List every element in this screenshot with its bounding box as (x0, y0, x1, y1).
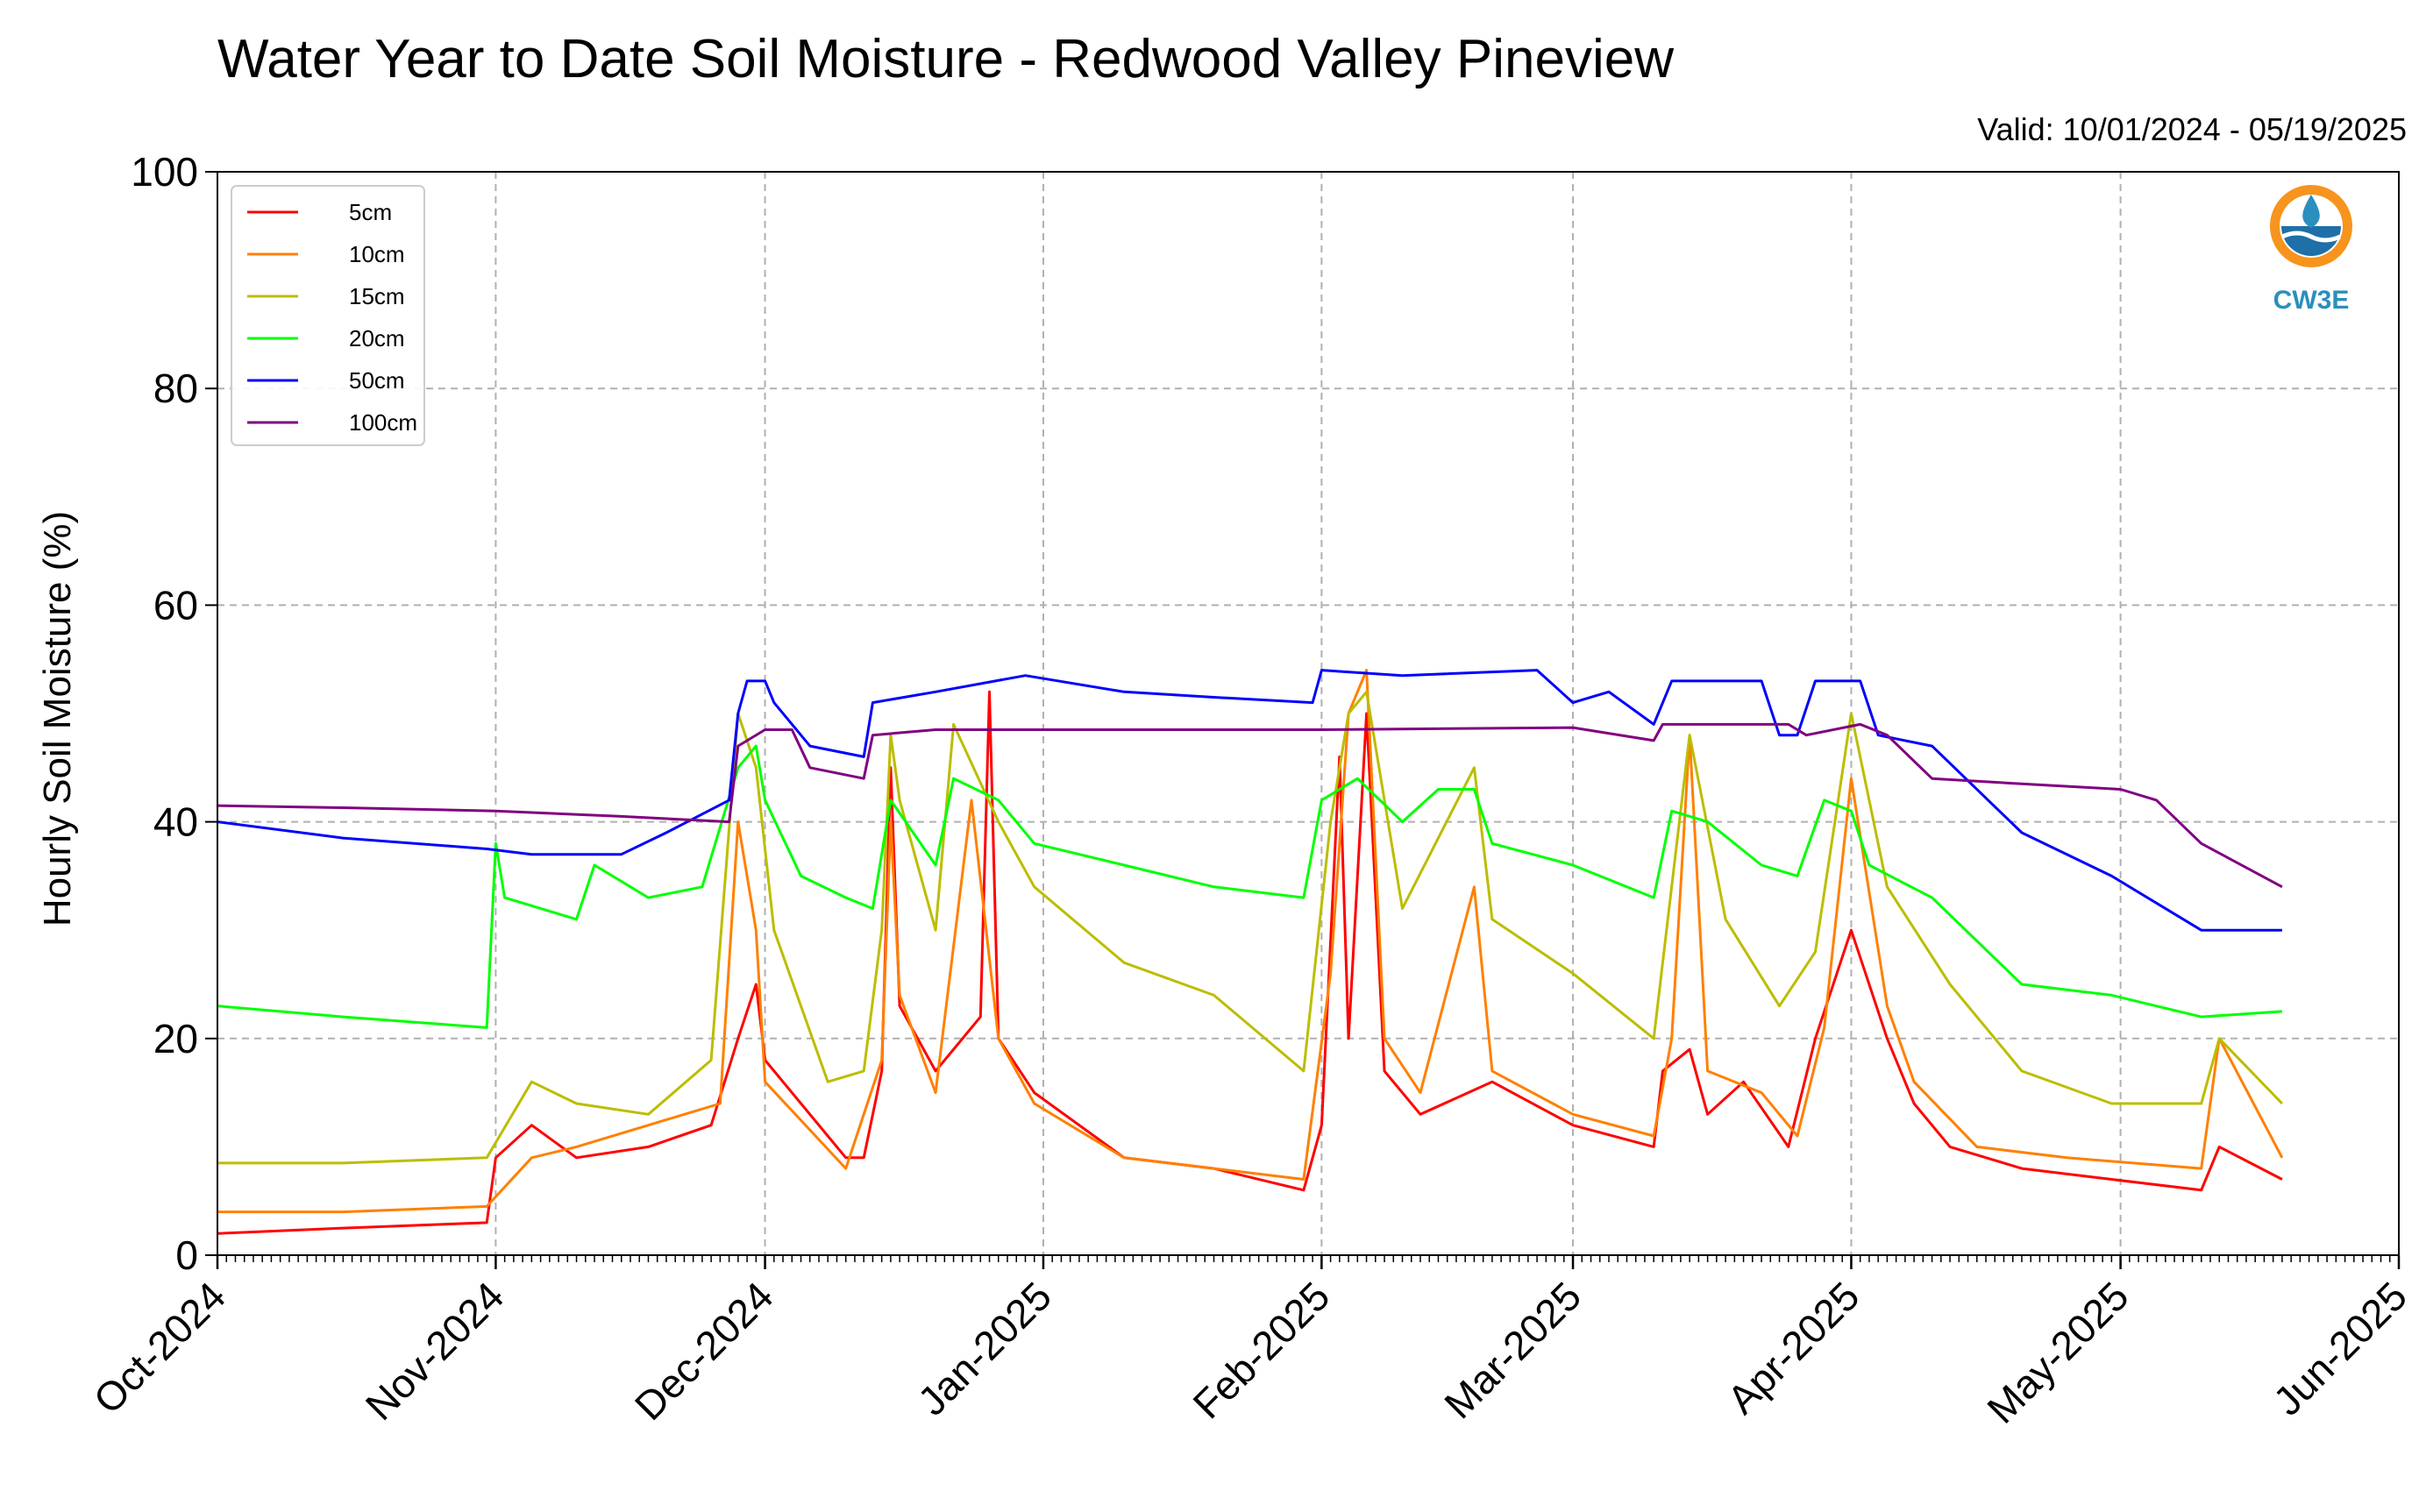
y-tick-label: 100 (131, 149, 198, 195)
legend-label: 10cm (349, 241, 405, 267)
y-tick-label: 80 (153, 366, 198, 411)
x-tick-label: Apr-2025 (1718, 1273, 1868, 1423)
legend-box (231, 185, 425, 446)
y-axis-label: Hourly Soil Moisture (%) (36, 511, 79, 926)
series-line-10cm (217, 669, 2284, 1214)
logo-drop-icon (2302, 195, 2320, 228)
y-tick-label: 40 (153, 799, 198, 845)
x-tick-label: Oct-2024 (85, 1273, 235, 1423)
legend-label: 5cm (349, 199, 392, 225)
chart-subtitle: Valid: 10/01/2024 - 05/19/2025 (1977, 111, 2407, 147)
plot-frame (217, 171, 2400, 1256)
legend-label: 20cm (349, 325, 405, 351)
x-tick-label: Jun-2025 (2265, 1273, 2415, 1423)
logo-text: CW3E (2273, 286, 2350, 315)
grid (217, 172, 2399, 1255)
cw3e-logo: CW3E (2270, 185, 2352, 315)
legend-label: 100cm (349, 409, 417, 436)
logo-wave-icon (2280, 231, 2342, 243)
series-line-5cm (217, 690, 2283, 1235)
legend: 5cm 10cm 15cm 20cm 50cm 100cm (231, 185, 425, 446)
series-line-50cm (217, 669, 2282, 932)
chart-title: Water Year to Date Soil Moisture - Redwo… (217, 29, 1674, 89)
x-tick-label: Feb-2025 (1184, 1273, 1338, 1427)
series-line-15cm (217, 690, 2283, 1165)
series-lines (217, 669, 2284, 1235)
x-tick-label: Mar-2025 (1435, 1273, 1590, 1427)
x-tick-label: Nov-2024 (357, 1273, 513, 1429)
x-tick-label: Jan-2025 (909, 1273, 1060, 1423)
axes: 0 20 40 60 80 100 Oct-2024 Nov-2024 Dec-2024 Jan-… (85, 149, 2416, 1432)
legend-label: 50cm (349, 367, 405, 394)
y-tick-label: 20 (153, 1016, 198, 1061)
x-tick-label: May-2025 (1978, 1273, 2137, 1431)
y-tick-label: 0 (175, 1232, 198, 1278)
series-line-20cm (217, 744, 2283, 1029)
x-tick-label: Dec-2024 (626, 1273, 782, 1429)
series-line-100cm (217, 722, 2283, 889)
y-tick-label: 60 (153, 582, 198, 628)
legend-label: 15cm (349, 283, 405, 309)
